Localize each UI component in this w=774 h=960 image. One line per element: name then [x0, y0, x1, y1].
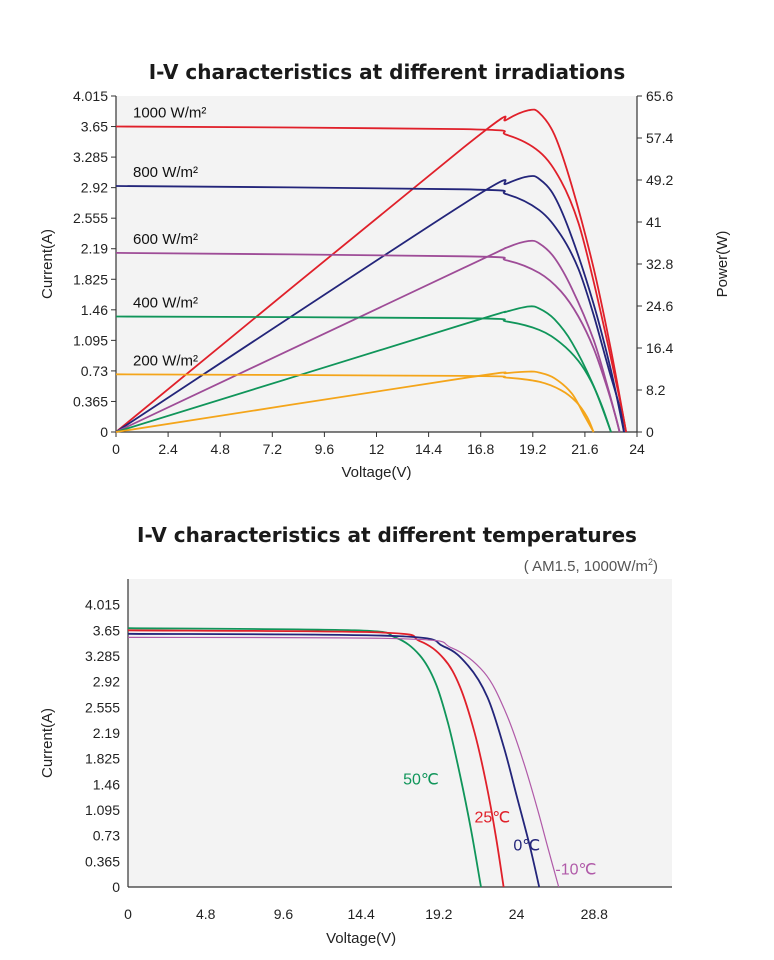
y-tick-label: 4.015 [73, 88, 108, 104]
y-tick-label-2: 0.73 [93, 828, 120, 844]
power-curve-0 [115, 108, 627, 433]
temperature-curve-3 [127, 636, 560, 888]
power-curve-1 [115, 175, 625, 433]
y2-tick-label: 24.6 [646, 298, 673, 314]
current-curve-2 [115, 252, 621, 433]
temperature-label-2: 0℃ [513, 837, 540, 854]
y-tick-label: 1.095 [73, 332, 108, 348]
x-tick-label: 19.2 [519, 441, 546, 457]
x-tick-label-2: 4.8 [196, 906, 216, 922]
y2-tick-label: 0 [646, 424, 654, 440]
y-tick-label: 2.555 [73, 210, 108, 226]
y-tick-label: 0.73 [81, 363, 108, 379]
power-curve-3 [115, 305, 612, 433]
x-tick-label-2: 14.4 [348, 906, 375, 922]
x-tick-label: 7.2 [263, 441, 283, 457]
x-axis-label: Voltage(V) [341, 464, 411, 481]
y2-tick-label: 57.4 [646, 130, 673, 146]
x-tick-label-2: 9.6 [274, 906, 294, 922]
chart-subtitle-conditions: ( AM1.5, 1000W/m2) [524, 557, 658, 575]
temperature-curve-0 [127, 627, 482, 888]
x-tick-label: 12 [369, 441, 385, 457]
y-tick-label-2: 2.19 [93, 725, 120, 741]
y-tick-label-2: 1.46 [93, 776, 120, 792]
current-curve-3 [115, 315, 612, 433]
series-label-0: 1000 W/m² [133, 105, 206, 122]
x-tick-label: 16.8 [467, 441, 494, 457]
y-tick-label: 1.46 [81, 302, 108, 318]
temperature-curve-1 [127, 629, 505, 888]
y-tick-label: 3.285 [73, 149, 108, 165]
x-tick-label: 0 [112, 441, 120, 457]
temperature-curve-2 [127, 632, 541, 888]
series-label-4: 200 W/m² [133, 352, 198, 369]
series-label-1: 800 W/m² [133, 164, 198, 181]
y-tick-label-2: 3.65 [93, 622, 120, 638]
plot-area-temperatures [128, 579, 672, 887]
current-curve-4 [115, 373, 595, 433]
subtitle-end: ) [653, 558, 658, 575]
current-curve-1 [115, 185, 625, 433]
x-tick-label: 9.6 [315, 441, 335, 457]
temperature-label-3: -10℃ [555, 861, 596, 878]
x-tick-label-2: 0 [124, 906, 132, 922]
y2-tick-label: 49.2 [646, 172, 673, 188]
x-tick-label-2: 24 [509, 906, 525, 922]
y-axis-label-2: Current(A) [39, 708, 56, 778]
x-tick-label: 14.4 [415, 441, 442, 457]
y2-tick-label: 8.2 [646, 382, 666, 398]
x-tick-label: 21.6 [571, 441, 598, 457]
y-tick-label-2: 1.825 [85, 751, 120, 767]
y-tick-label-2: 0.365 [85, 853, 120, 869]
y-tick-label: 2.92 [81, 180, 108, 196]
y-tick-label-2: 1.095 [85, 802, 120, 818]
y-tick-label-2: 2.92 [93, 674, 120, 690]
x-axis-label-2: Voltage(V) [326, 930, 396, 947]
y-tick-label: 2.19 [81, 241, 108, 257]
power-curve-2 [115, 239, 621, 433]
y-tick-label-2: 2.555 [85, 699, 120, 715]
y-tick-label: 0 [100, 424, 108, 440]
x-tick-label: 4.8 [210, 441, 230, 457]
y2-axis-label: Power(W) [714, 231, 731, 298]
x-tick-label-2: 19.2 [425, 906, 452, 922]
y-tick-label-2: 3.285 [85, 648, 120, 664]
x-tick-label-2: 28.8 [581, 906, 608, 922]
y2-tick-label: 41 [646, 214, 662, 230]
y-tick-label-2: 0 [112, 879, 120, 895]
series-label-3: 400 W/m² [133, 295, 198, 312]
subtitle-text: ( AM1.5, 1000W/m [523, 558, 648, 575]
chart-title-temperatures: I-V characteristics at different tempera… [137, 523, 637, 547]
y-tick-label-2: 4.015 [85, 597, 120, 613]
chart-title-irradiations: I-V characteristics at different irradia… [148, 60, 626, 84]
x-tick-label: 24 [629, 441, 645, 457]
y2-tick-label: 65.6 [646, 88, 673, 104]
subtitle-superscript: 2 [647, 557, 653, 567]
current-curve-0 [115, 125, 627, 433]
temperature-label-0: 50℃ [403, 771, 439, 788]
y2-tick-label: 32.8 [646, 256, 673, 272]
y-axis-label: Current(A) [39, 229, 56, 299]
y-tick-label: 3.65 [81, 119, 108, 135]
x-tick-label: 2.4 [158, 441, 178, 457]
y-tick-label: 1.825 [73, 271, 108, 287]
y-tick-label: 0.365 [73, 393, 108, 409]
y2-tick-label: 16.4 [646, 340, 673, 356]
series-label-2: 600 W/m² [133, 231, 198, 248]
temperature-label-1: 25℃ [474, 809, 510, 826]
